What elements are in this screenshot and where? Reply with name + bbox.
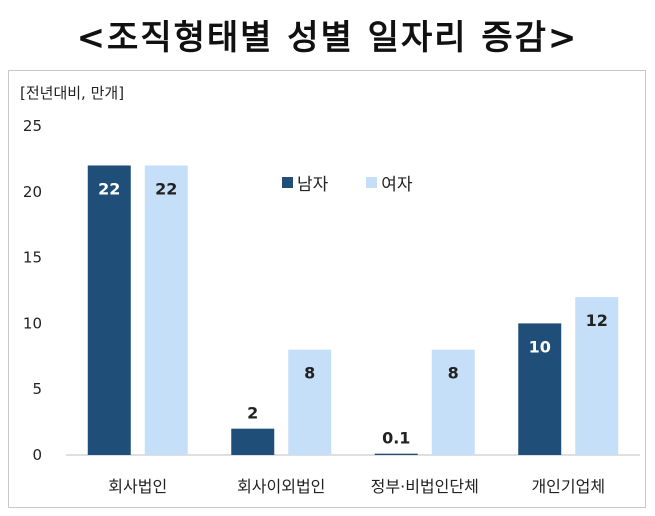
y-tick-label: 0 <box>32 446 42 464</box>
bar-male <box>231 428 275 455</box>
legend: 남자 여자 <box>282 170 451 195</box>
legend-label-male: 남자 <box>297 175 329 195</box>
y-tick-label: 5 <box>32 380 42 398</box>
data-label: 2 <box>247 404 258 423</box>
unit-label: [전년대비, 만개] <box>20 84 125 102</box>
y-tick-label: 20 <box>23 183 42 201</box>
bar-female <box>575 297 619 455</box>
x-tick-label: 회사이외법인 <box>237 477 325 496</box>
x-tick-label: 정부·비법인단체 <box>371 477 479 496</box>
bar-female <box>144 165 188 456</box>
bar-female <box>431 349 475 455</box>
data-label: 8 <box>448 364 459 383</box>
x-tick-label: 개인기업체 <box>531 477 605 496</box>
data-label: 0.1 <box>382 429 410 448</box>
legend-item-female: 여자 <box>366 170 413 195</box>
data-label: 22 <box>98 179 120 198</box>
y-tick-label: 10 <box>23 314 42 332</box>
bar-male <box>518 323 562 455</box>
data-label: 12 <box>586 311 608 330</box>
legend-swatch-female <box>366 177 378 188</box>
legend-swatch-male <box>282 177 293 188</box>
bar-female <box>288 349 332 455</box>
legend-label-female: 여자 <box>381 175 413 195</box>
x-tick-label: 회사법인 <box>108 477 167 496</box>
bar-male <box>374 453 418 455</box>
legend-item-male: 남자 <box>282 170 328 195</box>
data-label: 10 <box>529 337 551 356</box>
y-tick-label: 25 <box>23 117 42 135</box>
y-tick-label: 15 <box>23 249 42 267</box>
data-label: 8 <box>304 364 315 383</box>
bar-male <box>87 165 131 456</box>
chart-title: <조직형태별 성별 일자리 증감> <box>76 18 579 58</box>
data-label: 22 <box>155 179 177 198</box>
